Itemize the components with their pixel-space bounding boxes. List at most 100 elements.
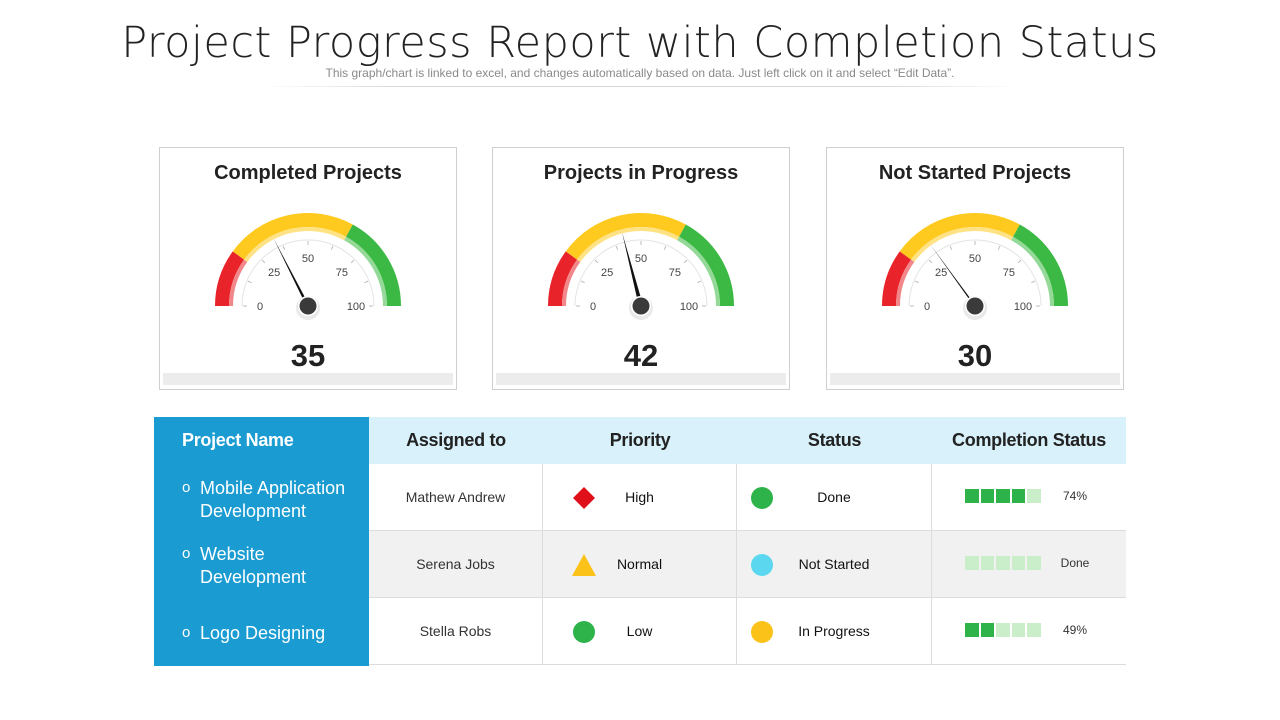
column-header-assigned-to: Assigned to	[406, 430, 506, 450]
gauge-value: 30	[957, 338, 993, 373]
gauge-inner-arc	[574, 239, 708, 307]
progress-segment-empty	[1027, 623, 1041, 637]
gauge-tick-label: 0	[257, 301, 263, 313]
assignee-name: Stella Robs	[419, 623, 492, 639]
card-base-strip	[496, 373, 786, 385]
assigned-cell: Stella Robs	[369, 598, 543, 665]
bullet-icon: o	[182, 479, 191, 496]
gauge-hub	[966, 297, 984, 315]
completion-label: Done	[1060, 556, 1090, 570]
priority-cell: Normal	[543, 531, 737, 598]
priority-label: Low	[626, 623, 653, 639]
gauge-inner-arc	[908, 239, 1042, 307]
priority-cell: Low	[543, 598, 737, 665]
progress-segment-filled	[980, 623, 995, 637]
completion-cell: 74%	[932, 464, 1126, 531]
gauge-tick-label: 100	[1014, 301, 1032, 313]
project-name: Mobile Application Development	[200, 478, 346, 521]
gauge-band-green	[678, 224, 734, 307]
yellow-circle-icon	[751, 621, 773, 643]
gauge-band-yellow-inner	[577, 227, 680, 262]
progress-segment-empty	[980, 556, 995, 570]
gauge-band-green-inner	[1011, 236, 1054, 307]
red-diamond-icon	[573, 487, 595, 509]
gauge-tick	[615, 245, 619, 250]
speedometer-gauge: 0 25 50 75 100	[548, 213, 734, 320]
gauge-tick	[1031, 280, 1036, 284]
completion-progress-bar	[965, 623, 1041, 637]
gauge-tick-label: 50	[302, 253, 314, 265]
cyan-circle-icon	[751, 554, 773, 576]
gauge-tick	[663, 245, 667, 250]
completion-cell: Done	[932, 531, 1126, 598]
gauge-band-red-inner	[896, 259, 915, 307]
progress-segment-filled	[965, 623, 979, 637]
status-cell: In Progress	[737, 598, 932, 665]
assigned-cell: Mathew Andrew	[369, 464, 543, 531]
status-cell: Done	[737, 464, 932, 531]
gauge-tick	[997, 245, 1001, 250]
status-label: Not Started	[798, 556, 870, 572]
progress-segment-filled	[1011, 489, 1026, 503]
progress-segment-empty	[996, 623, 1010, 637]
gauge-tick-label: 75	[1003, 267, 1015, 279]
gauge-band-green	[1012, 224, 1068, 307]
green-circle-icon	[751, 487, 773, 509]
gauge-band-yellow	[232, 213, 353, 260]
gauge-needle	[273, 238, 313, 311]
gauge-tick	[330, 245, 334, 250]
priority-cell: High	[543, 464, 737, 531]
gauge-tick	[928, 259, 933, 264]
gauge-tick-label: 25	[935, 267, 947, 279]
gauge-title: Projects in Progress	[543, 162, 739, 184]
gauge-tick	[949, 245, 953, 250]
assignee-name: Serena Jobs	[416, 556, 495, 572]
assigned-cell: Serena Jobs	[369, 531, 543, 598]
gauge-tick	[683, 259, 688, 264]
gauge-hub	[632, 297, 650, 315]
gauge-hub	[299, 297, 317, 315]
gauge-tick-label: 25	[268, 267, 280, 279]
gauge-title: Not Started Projects	[878, 162, 1072, 184]
page-title: Project Progress Report with Completion …	[121, 18, 1159, 68]
speedometer-gauge: 0 25 50 75 100	[215, 213, 401, 320]
priority-label: Normal	[616, 556, 663, 572]
gauge-inner-arc	[241, 239, 375, 307]
bullet-icon: o	[182, 545, 191, 562]
gauge-band-yellow	[899, 213, 1020, 260]
assignee-name: Mathew Andrew	[405, 489, 506, 505]
completion-label: 49%	[1062, 623, 1088, 637]
priority-label: High	[625, 489, 654, 505]
gauge-tick-label: 0	[590, 301, 596, 313]
gauge-band-red-inner	[562, 259, 581, 307]
gauge-band-green-inner	[344, 236, 387, 307]
gauge-title: Completed Projects	[214, 162, 402, 184]
gauge-band-red-inner	[229, 259, 248, 307]
column-header-completion-status: Completion Status	[952, 430, 1106, 450]
gauge-band-yellow-inner	[911, 227, 1014, 262]
status-cell: Not Started	[737, 531, 932, 598]
table-row: Mathew Andrew High Done 74%	[369, 464, 1126, 531]
gauge-tick-label: 50	[969, 253, 981, 265]
gauge-tick	[247, 280, 252, 284]
gauge-band-yellow	[565, 213, 686, 260]
gauge-tick-label: 75	[336, 267, 348, 279]
gauge-tick	[914, 280, 919, 284]
column-header-project-name: Project Name	[182, 430, 294, 450]
gauge-value: 35	[290, 338, 326, 373]
gauge-band-red	[548, 251, 578, 307]
progress-segment-filled	[996, 489, 1010, 503]
progress-segment-empty	[996, 556, 1010, 570]
gauge-tick-label: 50	[635, 253, 647, 265]
green-circle-icon	[573, 621, 595, 643]
gauge-tick	[364, 280, 369, 284]
status-label: In Progress	[798, 623, 870, 639]
gauge-band-yellow-inner	[244, 227, 347, 262]
gauge-card-completed: Completed Projects 0 25 50 75 100 35	[159, 147, 457, 390]
gauge-tick	[697, 280, 702, 284]
card-base-strip	[163, 373, 453, 385]
completion-progress-bar	[965, 489, 1041, 503]
table-row: Serena Jobs Normal Not Started Done	[369, 531, 1126, 598]
progress-segment-filled	[965, 489, 979, 503]
card-base-strip	[830, 373, 1120, 385]
